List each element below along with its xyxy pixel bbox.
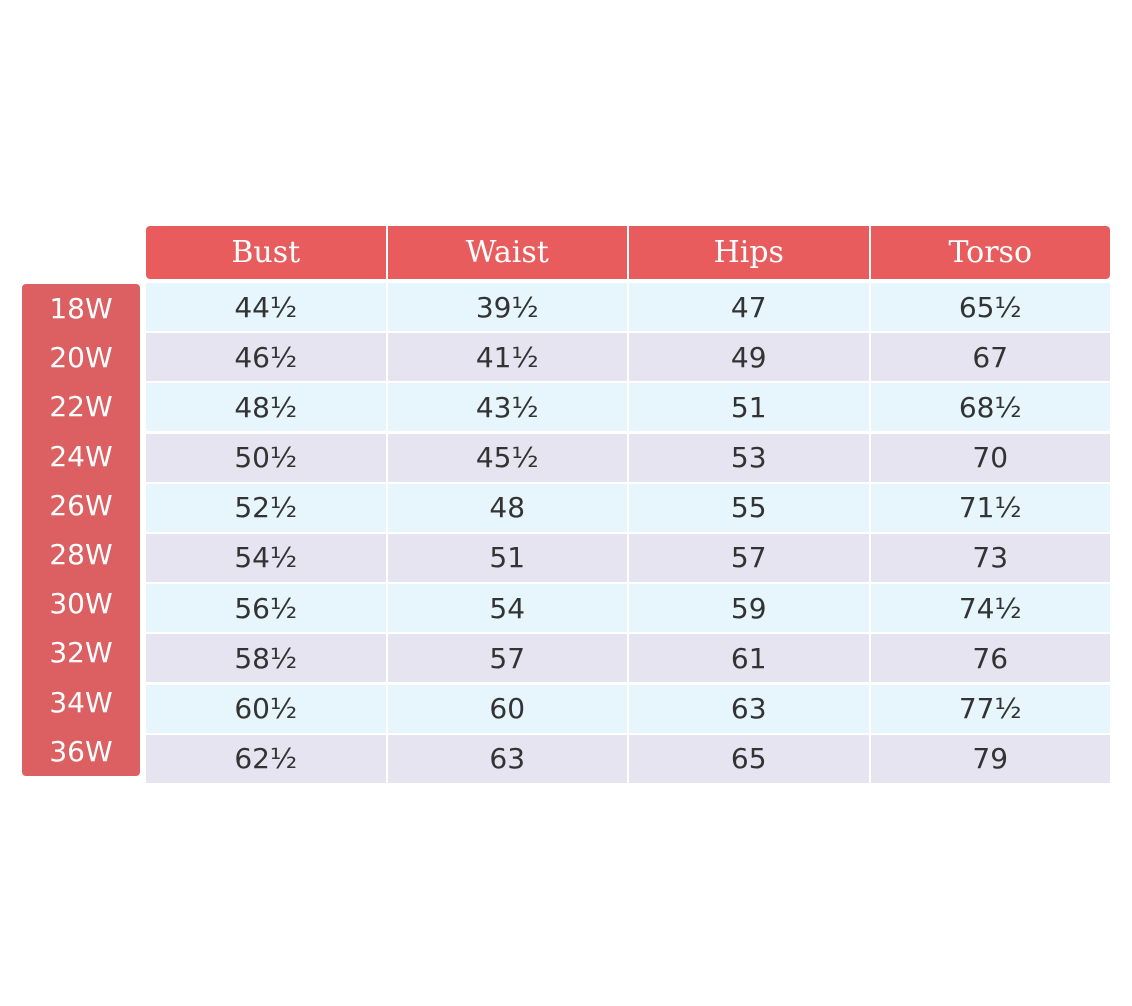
table-row: 60½ 60 63 77½	[146, 684, 1111, 733]
cell-bust: 62½	[234, 742, 298, 776]
size-label: 24W	[49, 439, 113, 473]
cell-torso: 68½	[868, 383, 1111, 432]
cell-hips: 47	[627, 283, 869, 331]
size-label: 32W	[49, 636, 113, 670]
cell-bust: 46½	[234, 340, 298, 374]
cell-waist: 57	[385, 634, 628, 683]
size-column: 18W 20W 22W 24W 26W 28W 30W 32W 34W 36W	[22, 284, 140, 776]
table-row: 50½ 45½ 53 70	[146, 433, 1111, 482]
cell-bust: 54½	[234, 541, 298, 575]
cell-waist: 51	[385, 533, 628, 582]
cell-torso: 71½	[868, 483, 1111, 532]
cell-torso: 79	[868, 734, 1111, 783]
cell-waist: 60	[385, 684, 628, 733]
cell-bust: 48½	[234, 390, 298, 424]
cell-waist: 39½	[385, 283, 628, 331]
cell-hips: 49	[627, 333, 869, 382]
size-label: 34W	[49, 685, 113, 719]
column-header-waist: Waist	[385, 226, 628, 279]
cell-bust: 44½	[234, 290, 298, 324]
cell-hips: 61	[627, 634, 869, 683]
table-row: 46½ 41½ 49 67	[146, 333, 1111, 382]
cell-bust: 56½	[234, 591, 298, 625]
cell-hips: 57	[627, 533, 869, 582]
cell-waist: 48	[385, 483, 628, 532]
table-row: 52½ 48 55 71½	[146, 483, 1111, 532]
cell-waist: 45½	[385, 433, 628, 482]
table-row: 58½ 57 61 76	[146, 634, 1111, 683]
column-header-torso: Torso	[868, 226, 1111, 279]
column-header-hips: Hips	[627, 226, 869, 279]
cell-waist: 43½	[385, 383, 628, 432]
cell-bust: 50½	[234, 441, 298, 475]
cell-hips: 65	[627, 734, 869, 783]
table-row: 62½ 63 65 79	[146, 734, 1111, 783]
cell-waist: 41½	[385, 333, 628, 382]
cell-torso: 70	[868, 433, 1111, 482]
table-body: 44½ 39½ 47 65½ 46½ 41½ 49 67 48½ 43½ 51 68½ 50½ 45½ 53…	[146, 283, 1110, 785]
cell-hips: 51	[627, 383, 869, 432]
size-label: 26W	[49, 488, 113, 522]
table-row: 56½ 54 59 74½	[146, 584, 1111, 633]
cell-torso: 76	[868, 634, 1111, 683]
size-label: 30W	[49, 587, 113, 621]
size-label: 28W	[49, 538, 113, 572]
size-label: 18W	[49, 292, 113, 326]
cell-waist: 54	[385, 584, 628, 633]
table-row: 48½ 43½ 51 68½	[146, 383, 1111, 432]
cell-bust: 52½	[234, 491, 298, 525]
cell-waist: 63	[385, 734, 628, 783]
column-header-bust: Bust	[231, 235, 301, 270]
cell-torso: 67	[868, 333, 1111, 382]
size-label: 22W	[49, 390, 113, 424]
cell-torso: 77½	[868, 684, 1111, 733]
cell-hips: 63	[627, 684, 869, 733]
cell-torso: 74½	[868, 584, 1111, 633]
size-label: 20W	[49, 341, 113, 375]
cell-bust: 60½	[234, 692, 298, 725]
table-row: 44½ 39½ 47 65½	[146, 283, 1110, 331]
table-row: 54½ 51 57 73	[146, 533, 1111, 582]
cell-hips: 55	[627, 483, 869, 532]
cell-torso: 73	[868, 533, 1111, 582]
size-label: 36W	[49, 734, 113, 768]
cell-hips: 59	[627, 584, 869, 633]
cell-bust: 58½	[234, 641, 298, 675]
cell-torso: 65½	[868, 283, 1111, 331]
cell-hips: 53	[627, 433, 869, 482]
table-header: Bust Waist Hips Torso	[146, 226, 1110, 279]
